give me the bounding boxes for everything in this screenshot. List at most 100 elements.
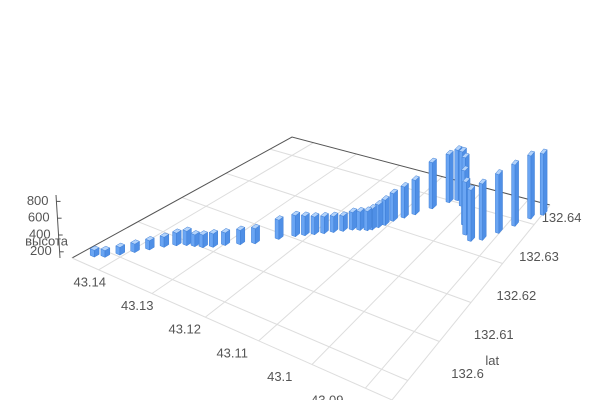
bar-top	[339, 211, 349, 217]
bar	[198, 230, 209, 249]
bar-side	[198, 233, 204, 249]
bar-top	[454, 145, 463, 151]
bar-side	[348, 211, 353, 231]
bar-top	[411, 175, 420, 181]
bar-top	[115, 242, 126, 248]
bar	[182, 226, 192, 247]
bar-top	[461, 152, 470, 159]
bar-top	[527, 150, 535, 157]
bar-top	[494, 169, 503, 175]
y-tick-label: 132.63	[519, 249, 559, 264]
z-axis	[55, 194, 61, 259]
bar-side	[251, 226, 256, 245]
bar	[115, 242, 126, 256]
bar-top	[291, 210, 301, 216]
bar-top	[89, 245, 100, 251]
bar	[89, 245, 100, 258]
bar-side	[527, 154, 532, 220]
bar-top	[208, 229, 219, 235]
bar-side	[339, 214, 344, 232]
x-tick-label: 43.09	[311, 393, 344, 400]
bar-side	[304, 212, 310, 237]
y-axis-label: lat	[485, 353, 499, 368]
bar-side	[159, 235, 165, 248]
bar-side	[190, 233, 196, 248]
bar-side	[172, 231, 177, 247]
bar-side	[404, 182, 409, 219]
bar-top	[374, 200, 384, 206]
bar	[467, 184, 476, 243]
bar-top	[389, 188, 399, 194]
x-tick-label: 43.12	[168, 322, 201, 337]
bar	[539, 148, 548, 217]
bar-top	[462, 177, 471, 183]
bar-side	[301, 214, 306, 237]
x-tick-label: 43.13	[121, 298, 154, 313]
bar-top	[250, 223, 261, 230]
bar-side	[274, 218, 280, 240]
bar-top	[478, 178, 487, 185]
bar-side	[182, 229, 188, 247]
bar	[428, 157, 437, 210]
y-tick-label: 132.6	[451, 366, 484, 381]
bar	[130, 239, 141, 254]
bar-side	[470, 185, 476, 243]
z-tick-label: 200	[30, 243, 52, 258]
bar-side	[530, 151, 535, 220]
bar-top	[381, 195, 390, 201]
bar-top	[235, 225, 246, 231]
bar-side	[278, 216, 284, 240]
z-tick-label: 400	[29, 226, 51, 241]
bar-side	[367, 207, 373, 232]
bar	[274, 215, 284, 240]
bar-top	[100, 245, 111, 251]
bar	[320, 212, 330, 235]
bar-top	[182, 226, 192, 232]
y-tick-label: 132.62	[497, 288, 537, 303]
x-tick-label: 43.14	[73, 274, 106, 289]
bar-side	[389, 192, 394, 222]
bar	[445, 149, 454, 204]
z-tick-label: 800	[27, 193, 49, 208]
bar	[363, 206, 373, 232]
grid-line	[93, 245, 408, 381]
bar-side	[236, 228, 241, 246]
bar-side	[495, 173, 500, 234]
bar	[348, 207, 358, 231]
bar-top	[460, 165, 470, 172]
bar-side	[378, 201, 384, 229]
bar-top	[445, 149, 454, 156]
x-tick-label: 43.11	[216, 345, 248, 360]
bar	[527, 150, 535, 220]
bar-side	[445, 153, 450, 204]
bar-top	[356, 207, 365, 213]
bar-side	[320, 215, 325, 235]
bar-top	[458, 146, 467, 153]
bar-side	[467, 188, 472, 242]
bar	[300, 211, 310, 237]
bar	[400, 182, 409, 219]
bar	[190, 230, 201, 248]
bar-side	[363, 209, 368, 232]
bar	[511, 159, 520, 228]
bar-side	[498, 169, 503, 235]
bar-top	[220, 228, 231, 234]
bar-side	[209, 232, 214, 248]
bar	[329, 211, 339, 234]
y-tick-label: 132.64	[542, 210, 582, 225]
bar-top	[320, 212, 330, 218]
bar-top	[348, 207, 358, 213]
bar	[339, 211, 349, 233]
bar	[250, 223, 261, 245]
bar-top	[274, 215, 284, 221]
bar-side	[221, 231, 226, 246]
bar	[478, 178, 487, 242]
bar-side	[329, 215, 335, 233]
bar-top	[467, 184, 476, 191]
bar-top	[190, 230, 201, 236]
y-tick-label: 132.61	[474, 327, 514, 342]
bar-side	[432, 158, 437, 210]
bar	[310, 212, 320, 236]
bar	[159, 232, 170, 248]
